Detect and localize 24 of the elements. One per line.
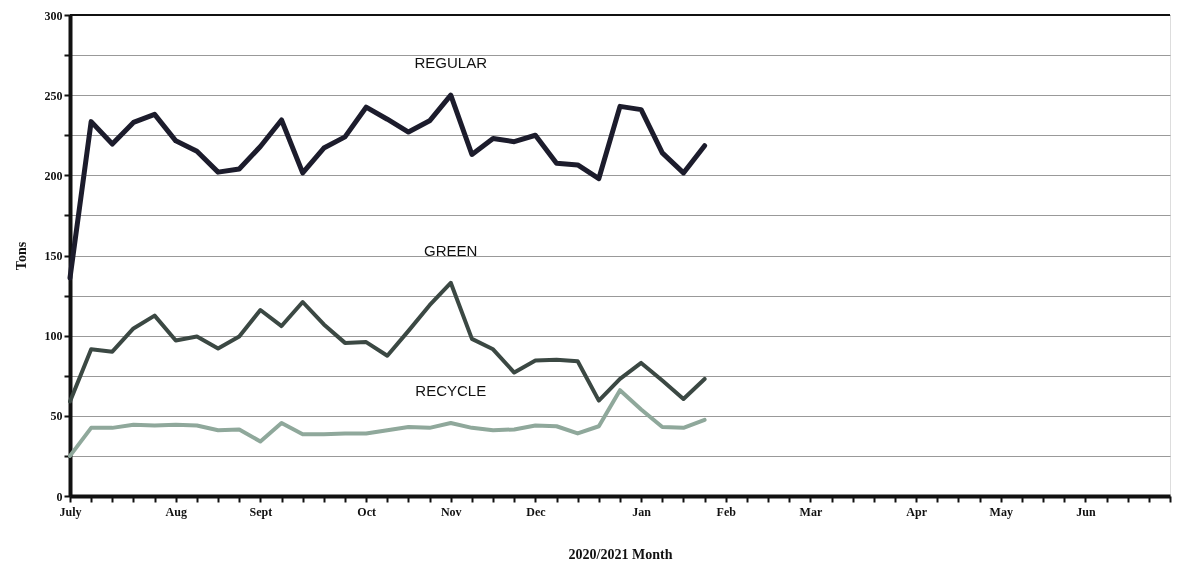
y-tick-label: 300 — [44, 8, 63, 23]
y-axis-title: Tons — [13, 241, 29, 271]
y-tick-label: 150 — [44, 249, 63, 263]
x-tick-label: Feb — [716, 504, 737, 519]
x-tick-label: Jun — [1076, 504, 1096, 519]
y-tick-label: 250 — [44, 88, 63, 103]
x-axis-title: 2020/2021 Month — [568, 546, 673, 562]
text: REGULAR — [414, 54, 488, 72]
series-label: RECYCLE — [415, 382, 487, 399]
x-tick-label: Aug — [165, 504, 187, 519]
x-tick-label: Oct — [357, 504, 376, 519]
x-tick-label: Nov — [440, 504, 462, 519]
x-tick-label: Jan — [632, 504, 652, 519]
x-tick-label: Mar — [799, 504, 823, 519]
y-tick-label: 200 — [44, 168, 63, 183]
y-tick-label: 0 — [56, 489, 63, 504]
y-tick-label: 100 — [44, 329, 63, 344]
x-tick-label: July — [59, 504, 82, 519]
text: GREEN — [424, 241, 478, 259]
x-tick-label: May — [989, 504, 1013, 519]
x-tick-label: Dec — [526, 504, 547, 519]
x-tick-label: Apr — [906, 504, 928, 519]
y-tick-label: 50 — [50, 409, 63, 424]
x-tick-label: Sept — [249, 504, 273, 519]
